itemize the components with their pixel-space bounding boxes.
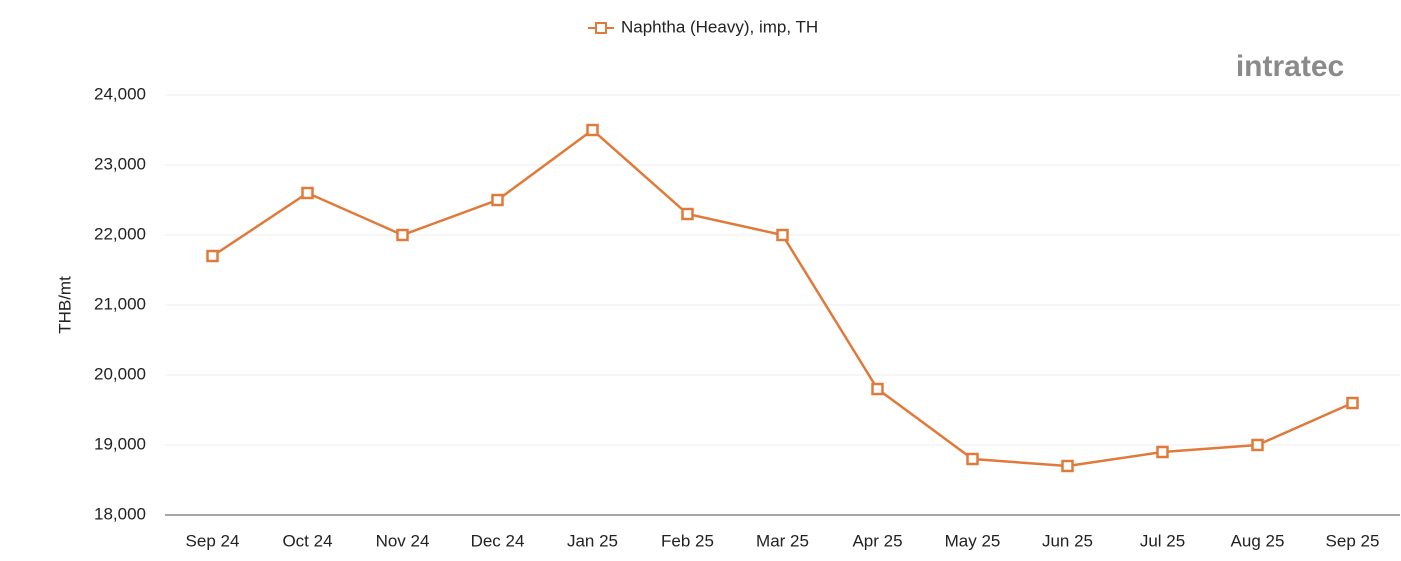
x-tick-label: Feb 25: [661, 531, 714, 550]
marker: [1061, 459, 1074, 473]
x-tick-label: Jul 25: [1140, 531, 1185, 550]
y-tick-label: 19,000: [94, 434, 146, 453]
marker: [586, 123, 599, 137]
y-tick-label: 23,000: [94, 154, 146, 173]
y-axis-label: THB/mt: [55, 276, 74, 334]
marker: [776, 228, 789, 242]
x-tick-label: Sep 25: [1326, 531, 1380, 550]
marker: [1251, 438, 1264, 452]
x-tick-label: Dec 24: [471, 531, 525, 550]
y-tick-label: 21,000: [94, 294, 146, 313]
x-tick-label: Mar 25: [756, 531, 809, 550]
y-tick-label: 22,000: [94, 224, 146, 243]
y-tick-label: 18,000: [94, 504, 146, 523]
logo: intratec: [1236, 50, 1344, 83]
marker: [491, 193, 504, 207]
x-tick-label: Oct 24: [282, 531, 332, 550]
line: [211, 128, 1354, 468]
marker: [301, 186, 314, 200]
y-tick-label: 24,000: [94, 84, 146, 103]
x-tick-label: Jun 25: [1042, 531, 1093, 550]
marker: [1156, 445, 1169, 459]
marker: [206, 249, 219, 263]
x-tick-label: Sep 24: [186, 531, 240, 550]
legend-label: Naphtha (Heavy), imp, TH: [621, 17, 818, 36]
marker: [1346, 396, 1359, 410]
marker: [681, 207, 694, 221]
marker: [871, 382, 884, 396]
x-tick-label: Nov 24: [376, 531, 430, 550]
marker: [396, 228, 409, 242]
x-tick-label: Apr 25: [852, 531, 902, 550]
marker: [966, 452, 979, 466]
x-tick-label: Aug 25: [1231, 531, 1285, 550]
legend-marker: [595, 22, 607, 34]
x-tick-label: Jan 25: [567, 531, 618, 550]
x-tick-label: May 25: [945, 531, 1001, 550]
y-tick-label: 20,000: [94, 364, 146, 383]
